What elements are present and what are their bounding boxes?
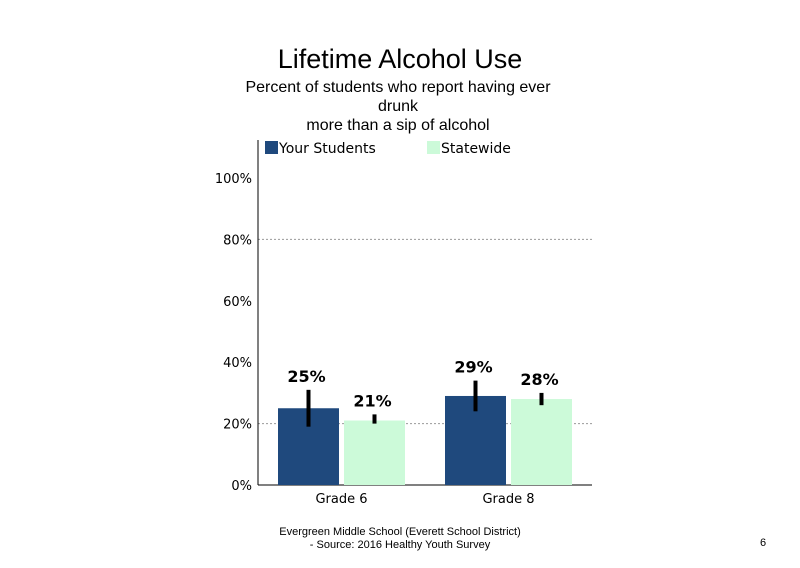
legend-label: Your Students <box>278 141 376 157</box>
footer-line-2: - Source: 2016 Healthy Youth Survey <box>309 539 491 551</box>
data-label: 29% <box>454 358 492 377</box>
chart-subtitle: Percent of students who report having ev… <box>230 78 566 135</box>
y-tick-label: 40% <box>223 356 252 371</box>
y-tick-label: 100% <box>215 172 252 187</box>
data-label: 28% <box>520 370 558 389</box>
footer-line-1: Evergreen Middle School (Everett School … <box>279 526 521 538</box>
footer: Evergreen Middle School (Everett School … <box>240 526 560 552</box>
bar-statewide <box>511 399 572 485</box>
category-label: Grade 6 <box>315 492 367 507</box>
legend-swatch <box>427 141 440 154</box>
bar-statewide <box>344 420 405 485</box>
chart-title: Lifetime Alcohol Use <box>277 44 523 74</box>
y-tick-label: 20% <box>223 418 252 433</box>
data-label: 25% <box>287 367 325 386</box>
category-label: Grade 8 <box>482 492 534 507</box>
page-number: 6 <box>760 537 767 549</box>
y-tick-label: 60% <box>223 295 252 310</box>
data-label: 21% <box>353 391 391 410</box>
subtitle-line-3: more than a sip of alcohol <box>306 117 490 134</box>
legend-label: Statewide <box>441 141 511 157</box>
subtitle-line-1: Percent of students who report having ev… <box>245 79 551 96</box>
y-tick-label: 0% <box>231 479 252 494</box>
y-tick-label: 80% <box>223 233 252 248</box>
legend-swatch <box>265 141 278 154</box>
subtitle-line-2: drunk <box>377 98 419 115</box>
